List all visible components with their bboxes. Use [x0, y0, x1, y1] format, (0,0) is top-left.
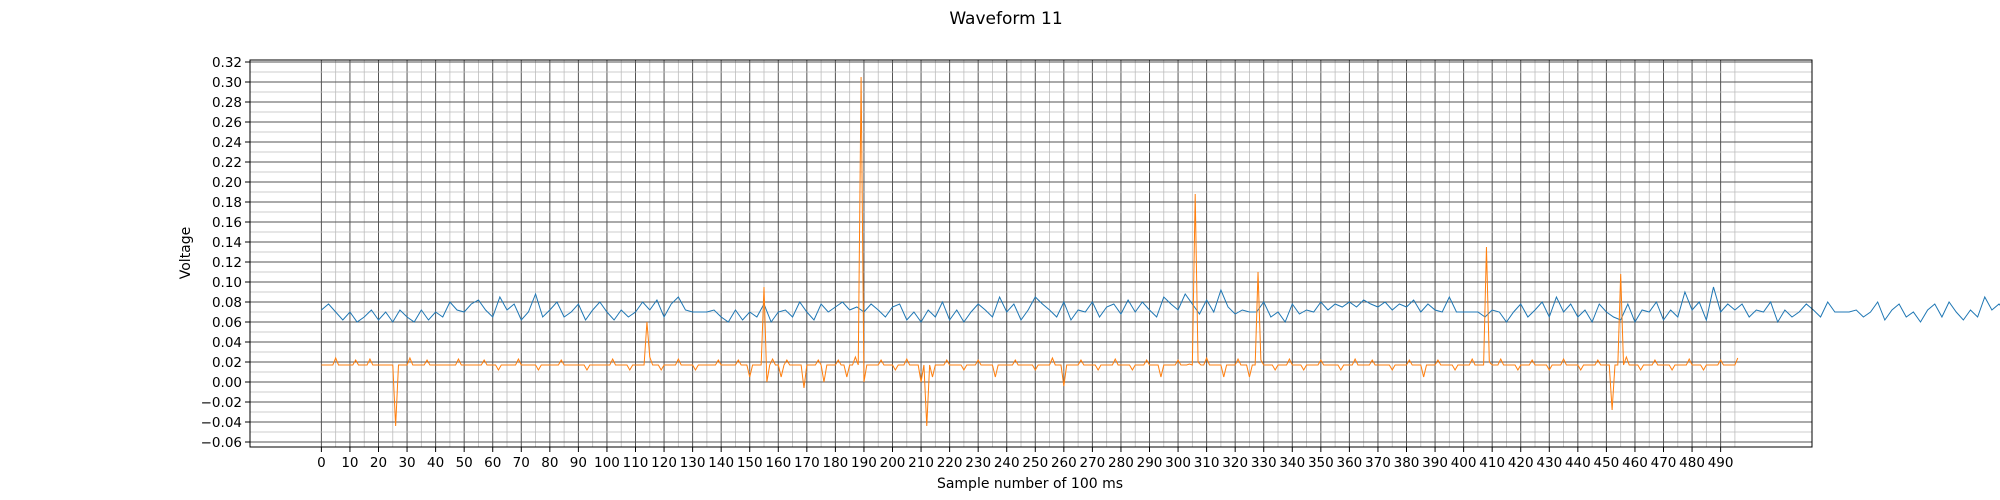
x-tick-label: 130: [680, 455, 706, 471]
y-tick-label: 0.30: [212, 75, 242, 91]
series-line-blue: [321, 286, 2000, 324]
plot-frame: [249, 59, 1813, 448]
x-tick-label: 440: [1565, 455, 1591, 471]
x-tick-label: 10: [341, 455, 358, 471]
x-tick-label: 150: [737, 455, 763, 471]
y-axis-ticks: −0.06 −0.04 −0.02 0.00 0.02 0.04 0.06 0.08 0.10 0…: [201, 55, 250, 451]
x-tick-label: 290: [1137, 455, 1163, 471]
y-tick-label: −0.06: [201, 435, 242, 451]
x-tick-label: 220: [937, 455, 963, 471]
x-tick-label: 160: [765, 455, 791, 471]
chart-title: Waveform 11: [949, 9, 1062, 29]
y-tick-label: 0.10: [212, 275, 242, 291]
y-tick-label: −0.04: [201, 415, 242, 431]
grid-lines: [250, 60, 1812, 447]
y-tick-label: 0.26: [212, 115, 242, 131]
x-tick-label: 280: [1108, 455, 1134, 471]
y-tick-label: 0.16: [212, 215, 242, 231]
x-tick-label: 320: [1222, 455, 1248, 471]
x-axis-label: Sample number of 100 ms: [937, 476, 1123, 492]
x-tick-label: 330: [1251, 455, 1277, 471]
x-tick-label: 80: [541, 455, 558, 471]
x-tick-label: 90: [570, 455, 587, 471]
x-tick-label: 390: [1422, 455, 1448, 471]
x-tick-label: 310: [1194, 455, 1220, 471]
y-tick-label: 0.32: [212, 55, 242, 71]
x-tick-label: 180: [823, 455, 849, 471]
series-line-orange: [321, 76, 1739, 427]
x-axis-ticks: 0 10 20 30 40 50 60 70 80 90 100 110 120 130 140 150 160…: [317, 447, 1734, 471]
x-tick-label: 450: [1594, 455, 1620, 471]
y-axis-label: Voltage: [178, 227, 194, 280]
x-tick-label: 260: [1051, 455, 1077, 471]
x-tick-label: 460: [1622, 455, 1648, 471]
y-tick-label: 0.00: [212, 375, 242, 391]
x-tick-label: 200: [880, 455, 906, 471]
x-tick-label: 340: [1279, 455, 1305, 471]
x-tick-label: 240: [994, 455, 1020, 471]
y-tick-label: 0.02: [212, 355, 242, 371]
x-tick-label: 110: [623, 455, 649, 471]
x-tick-label: 470: [1651, 455, 1677, 471]
x-tick-label: 50: [456, 455, 473, 471]
series-layer: [321, 76, 2000, 427]
x-tick-label: 430: [1536, 455, 1562, 471]
y-tick-label: 0.14: [212, 235, 242, 251]
x-tick-label: 140: [708, 455, 734, 471]
x-tick-label: 120: [651, 455, 677, 471]
y-tick-label: 0.20: [212, 175, 242, 191]
x-tick-label: 30: [398, 455, 415, 471]
x-tick-label: 350: [1308, 455, 1334, 471]
x-tick-label: 300: [1165, 455, 1191, 471]
x-tick-label: 0: [317, 455, 326, 471]
x-tick-label: 370: [1365, 455, 1391, 471]
x-tick-label: 490: [1708, 455, 1734, 471]
x-tick-label: 480: [1679, 455, 1705, 471]
x-tick-label: 410: [1479, 455, 1505, 471]
x-tick-label: 190: [851, 455, 877, 471]
x-tick-label: 70: [513, 455, 530, 471]
y-tick-label: 0.04: [212, 335, 242, 351]
y-tick-label: 0.22: [212, 155, 242, 171]
y-tick-label: 0.18: [212, 195, 242, 211]
x-tick-label: 20: [370, 455, 387, 471]
y-tick-label: 0.28: [212, 95, 242, 111]
y-tick-label: −0.02: [201, 395, 242, 411]
x-tick-label: 250: [1022, 455, 1048, 471]
x-tick-label: 40: [427, 455, 444, 471]
x-tick-label: 420: [1508, 455, 1534, 471]
x-tick-label: 60: [484, 455, 501, 471]
y-tick-label: 0.24: [212, 135, 242, 151]
y-tick-label: 0.06: [212, 315, 242, 331]
x-tick-label: 360: [1337, 455, 1363, 471]
x-tick-label: 270: [1080, 455, 1106, 471]
x-tick-label: 170: [794, 455, 820, 471]
y-tick-label: 0.08: [212, 295, 242, 311]
x-tick-label: 400: [1451, 455, 1477, 471]
y-tick-label: 0.12: [212, 255, 242, 271]
x-tick-label: 230: [965, 455, 991, 471]
x-tick-label: 210: [908, 455, 934, 471]
x-tick-label: 100: [594, 455, 620, 471]
x-tick-label: 380: [1394, 455, 1420, 471]
